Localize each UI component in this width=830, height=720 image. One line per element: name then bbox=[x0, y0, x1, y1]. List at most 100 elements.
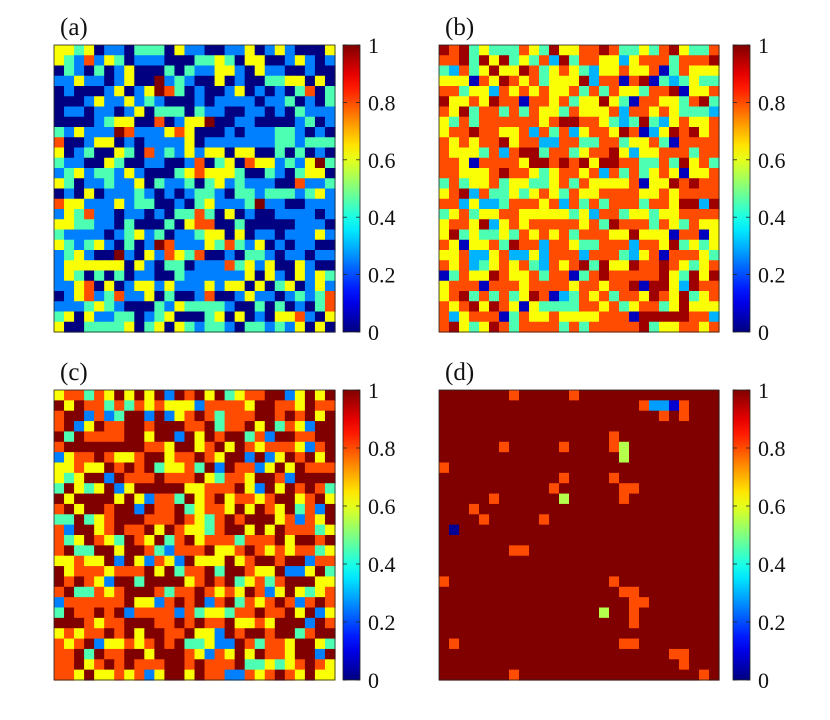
heatmap-cell bbox=[689, 168, 700, 179]
heatmap-cell bbox=[134, 209, 145, 220]
heatmap-cell bbox=[254, 270, 266, 282]
heatmap-cell bbox=[74, 157, 85, 169]
heatmap-cell bbox=[264, 219, 276, 231]
heatmap-cell bbox=[124, 514, 135, 526]
heatmap-cell bbox=[589, 270, 600, 282]
heatmap-cell bbox=[529, 229, 540, 241]
heatmap-cell bbox=[439, 291, 450, 302]
heatmap-cell bbox=[559, 55, 570, 67]
heatmap-cell bbox=[84, 638, 95, 650]
heatmap-cell bbox=[284, 659, 296, 671]
heatmap-cell bbox=[479, 311, 490, 323]
heatmap-cell bbox=[499, 55, 510, 67]
heatmap-cell bbox=[94, 441, 105, 453]
heatmap-cell bbox=[579, 86, 590, 97]
heatmap-cell bbox=[509, 270, 520, 282]
heatmap-cell bbox=[669, 628, 680, 640]
heatmap-cell bbox=[134, 535, 145, 546]
heatmap-cell bbox=[184, 168, 196, 179]
heatmap-cell bbox=[114, 535, 125, 546]
heatmap-cell bbox=[174, 514, 186, 526]
heatmap-cell bbox=[659, 669, 670, 681]
heatmap-cell bbox=[184, 628, 196, 640]
heatmap-cell bbox=[154, 280, 165, 292]
heatmap-cell bbox=[539, 229, 550, 241]
heatmap-cell bbox=[204, 390, 216, 401]
heatmap-cell bbox=[214, 566, 226, 578]
heatmap-cell bbox=[439, 321, 450, 333]
heatmap-cell bbox=[124, 524, 135, 536]
heatmap-cell bbox=[619, 545, 630, 557]
heatmap-cell bbox=[509, 659, 520, 671]
heatmap-cell bbox=[74, 168, 85, 179]
heatmap-cell bbox=[304, 301, 316, 313]
heatmap-cell bbox=[659, 229, 670, 241]
heatmap-cell bbox=[294, 659, 306, 671]
heatmap-cell bbox=[629, 116, 640, 128]
heatmap-cell bbox=[559, 410, 570, 422]
heatmap-cell bbox=[234, 483, 246, 495]
heatmap-cell bbox=[579, 188, 590, 200]
heatmap-cell bbox=[244, 628, 256, 640]
heatmap-cell bbox=[669, 566, 680, 578]
heatmap-cell bbox=[124, 301, 135, 313]
heatmap-cell bbox=[54, 178, 65, 190]
heatmap-cell bbox=[164, 137, 176, 149]
heatmap-cell bbox=[569, 127, 580, 138]
heatmap-cell bbox=[224, 452, 236, 464]
heatmap-cell bbox=[234, 421, 246, 433]
heatmap-cell bbox=[439, 127, 450, 138]
heatmap-cell bbox=[324, 65, 336, 77]
heatmap-cell bbox=[609, 239, 620, 251]
heatmap-cell bbox=[104, 607, 115, 619]
heatmap-cell bbox=[54, 301, 65, 313]
heatmap-cell bbox=[84, 400, 95, 412]
heatmap-cell bbox=[154, 452, 165, 464]
heatmap-cell bbox=[519, 597, 530, 609]
heatmap-cell bbox=[469, 270, 480, 282]
plot-frame bbox=[438, 44, 720, 333]
heatmap-cell bbox=[254, 472, 266, 484]
heatmap-cell bbox=[449, 597, 460, 609]
heatmap-cell bbox=[529, 250, 540, 261]
heatmap-cell bbox=[649, 441, 660, 453]
heatmap-cell bbox=[194, 321, 206, 333]
heatmap-cell bbox=[224, 157, 236, 169]
heatmap-cell bbox=[64, 555, 75, 567]
heatmap-cell bbox=[539, 127, 550, 138]
heatmap-cell bbox=[449, 239, 460, 251]
heatmap-cell bbox=[144, 462, 155, 474]
heatmap-cell bbox=[314, 503, 326, 515]
heatmap-cell bbox=[234, 503, 246, 515]
heatmap-cell bbox=[659, 127, 670, 138]
heatmap-cell bbox=[114, 301, 125, 313]
heatmap-cell bbox=[479, 229, 490, 241]
heatmap-cell bbox=[709, 260, 720, 272]
heatmap-cell bbox=[154, 514, 165, 526]
heatmap-cell bbox=[224, 421, 236, 433]
heatmap-cell bbox=[499, 597, 510, 609]
heatmap-cell bbox=[659, 219, 670, 231]
heatmap-cell bbox=[519, 607, 530, 619]
heatmap-cell bbox=[144, 270, 155, 282]
heatmap-cell bbox=[274, 219, 286, 231]
heatmap-cell bbox=[114, 55, 125, 67]
heatmap-cell bbox=[194, 301, 206, 313]
heatmap-cell bbox=[94, 421, 105, 433]
heatmap-cell bbox=[439, 96, 450, 108]
heatmap-cell bbox=[264, 280, 276, 292]
heatmap-cell bbox=[94, 503, 105, 515]
heatmap-cell bbox=[709, 514, 720, 526]
heatmap-cell bbox=[254, 260, 266, 272]
heatmap-cell bbox=[559, 576, 570, 588]
heatmap-cell bbox=[214, 219, 226, 231]
heatmap-cell bbox=[499, 321, 510, 333]
heatmap-cell bbox=[174, 239, 186, 251]
heatmap-cell bbox=[324, 452, 336, 464]
heatmap-cell bbox=[94, 229, 105, 241]
heatmap-cell bbox=[439, 441, 450, 453]
heatmap-cell bbox=[264, 659, 276, 671]
heatmap-cell bbox=[274, 586, 286, 598]
heatmap-cell bbox=[449, 648, 460, 660]
heatmap-cell bbox=[164, 628, 176, 640]
